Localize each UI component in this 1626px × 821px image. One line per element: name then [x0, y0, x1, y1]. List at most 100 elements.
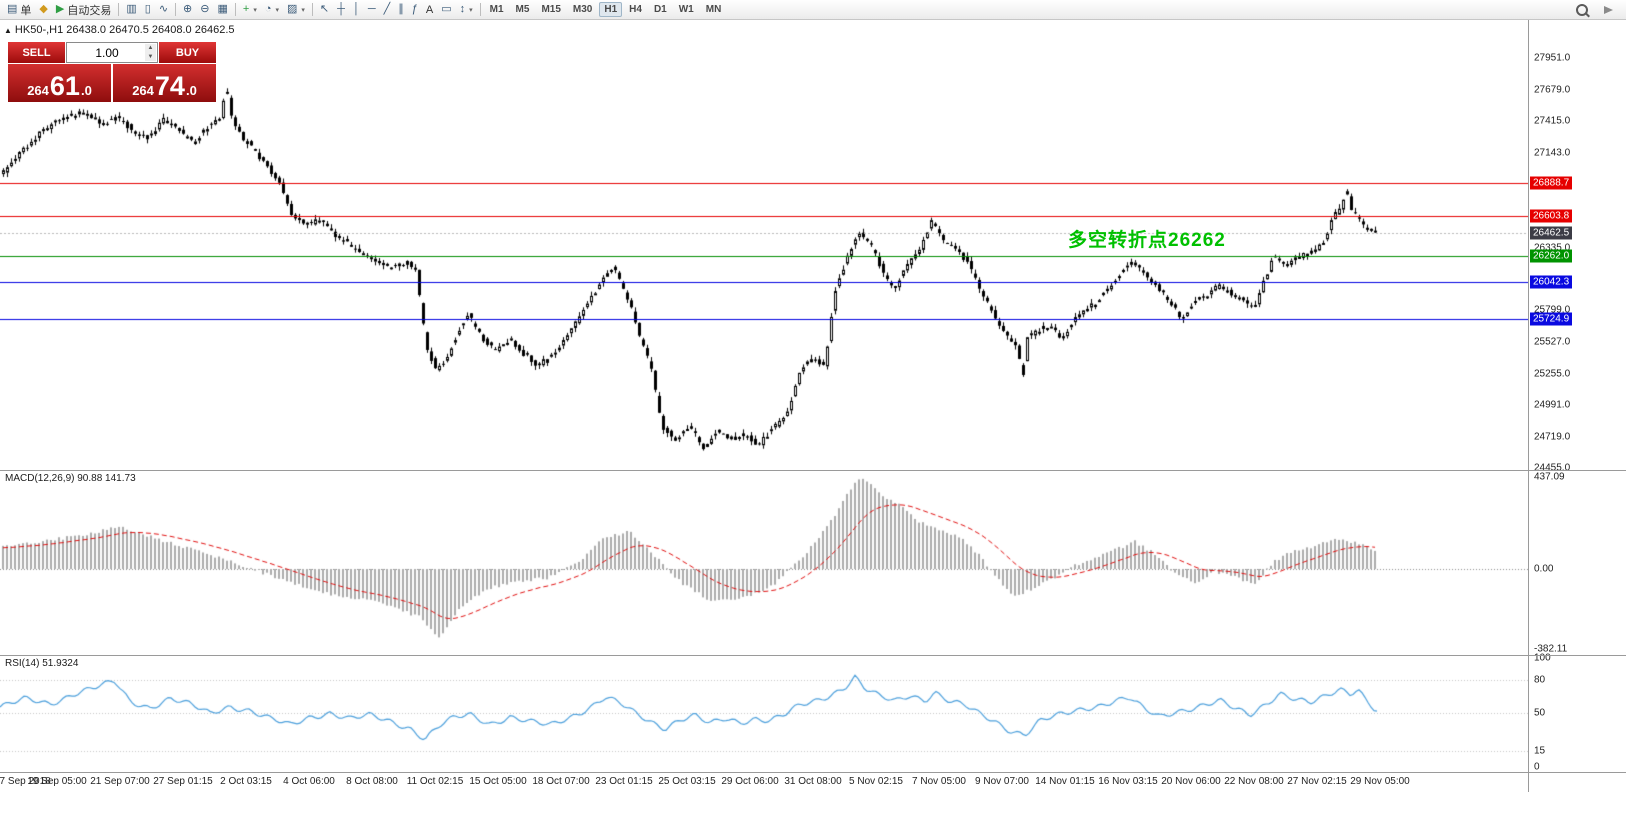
diamond-icon: ◆	[39, 3, 48, 15]
cursor-button[interactable]: ↖	[316, 0, 333, 19]
arrows-icon: ↕	[459, 3, 466, 15]
price-digits: 61	[49, 71, 80, 101]
new-order-button-label: 单	[20, 4, 32, 17]
time-axis-label: 29 Nov 05:00	[1350, 776, 1410, 787]
time-axis-label: 8 Oct 08:00	[346, 776, 398, 787]
symbol-marker-icon: ▲	[4, 26, 12, 35]
bars-icon: ▥	[126, 3, 137, 15]
lot-size-input[interactable]	[67, 43, 157, 62]
price-axis-tick: 25799.0	[1534, 304, 1571, 316]
timeframe-d1-button[interactable]: D1	[653, 4, 667, 15]
price-axis-tick: 27415.0	[1534, 115, 1571, 127]
one-click-price-row: 264 61.0 264 74.0	[8, 64, 216, 102]
mt-logo-button[interactable]: ◆	[35, 0, 51, 19]
spinner-up-icon[interactable]: ▲	[147, 45, 154, 51]
timeframe-mn-button[interactable]: MN	[705, 4, 722, 15]
search-button[interactable]	[1572, 0, 1592, 19]
time-axis-label: 20 Nov 06:00	[1161, 776, 1221, 787]
rsi-panel-splitter[interactable]	[0, 655, 1626, 656]
time-axis-label: 17 Sep 2018	[0, 776, 51, 787]
pivot-flag: 26262.0	[1530, 249, 1573, 263]
line-chart-button[interactable]: ∿	[155, 0, 172, 19]
timeframe-m1-button[interactable]: M1	[489, 4, 504, 15]
sell-button[interactable]: SELL	[8, 42, 65, 63]
timeframe-h1-button[interactable]: H1	[599, 2, 623, 17]
candlestick-chart-button[interactable]: ▯	[141, 0, 155, 19]
rsi-axis-tick: 80	[1534, 674, 1546, 686]
macd-axis-tick: -382.11	[1534, 643, 1568, 655]
trendline-button[interactable]: ╱	[380, 0, 395, 19]
candles-icon: ▯	[144, 3, 151, 15]
template-icon: ▨	[287, 3, 298, 15]
time-axis-label: 27 Sep 01:15	[153, 776, 213, 787]
sell-price-button[interactable]: 264 61.0	[8, 64, 111, 102]
equidistant-channel-button[interactable]: ∥	[394, 0, 408, 19]
buy-price-button[interactable]: 264 74.0	[113, 64, 216, 102]
magnifier-icon	[1576, 3, 1588, 16]
price-axis-tick: 25527.0	[1534, 336, 1571, 348]
spinner-down-icon[interactable]: ▼	[147, 54, 154, 60]
templates-button[interactable]: ▨ ▾	[283, 0, 309, 19]
macd-panel-splitter[interactable]	[0, 470, 1626, 471]
fibo-icon: ƒ	[411, 3, 418, 15]
rsi-chart-canvas[interactable]	[0, 655, 1528, 772]
indicators-button[interactable]: + ▾	[239, 0, 261, 19]
timeframe-w1-button[interactable]: W1	[678, 4, 694, 15]
timeframe-h4-button[interactable]: H4	[629, 4, 642, 15]
line-icon: ∿	[158, 3, 169, 15]
price-digits: .0	[80, 83, 92, 98]
time-axis-label: 22 Nov 08:00	[1224, 776, 1284, 787]
zoom-out-icon: ⊖	[200, 3, 210, 15]
time-axis-label: 11 Oct 02:15	[406, 776, 464, 787]
zoom-in-button[interactable]: ⊕	[179, 0, 196, 19]
timeframe-m15-button[interactable]: M15	[541, 4, 561, 15]
community-button[interactable]	[1600, 0, 1617, 19]
lot-spinner[interactable]: ▲ ▼	[145, 44, 156, 61]
time-axis-label: 21 Sep 07:00	[90, 776, 150, 787]
price-axis-tick: 24991.0	[1534, 399, 1571, 411]
autotrading-button[interactable]: ▶ 自动交易	[52, 0, 115, 19]
profiles-button[interactable]: ◔ ▾	[261, 0, 283, 19]
chart-symbol-ohlc-label: ▲ HK50-,H1 26438.0 26470.5 26408.0 26462.…	[4, 24, 235, 36]
arrows-button[interactable]: ↕ ▾	[456, 0, 477, 19]
toolbar-separator	[234, 3, 236, 16]
rsi-axis-tick: 100	[1534, 652, 1551, 664]
lot-size-field[interactable]: ▲▼	[66, 42, 158, 63]
fibonacci-button[interactable]: ƒ	[408, 0, 422, 19]
crosshair-button[interactable]: ┼	[333, 0, 349, 19]
toolbar-right	[1572, 0, 1623, 19]
new-order-button[interactable]: ▤ 单	[3, 0, 35, 19]
timeframe-m30-button[interactable]: M30	[572, 4, 593, 15]
text-button-label: A	[425, 3, 434, 16]
resistance-1-flag: 26888.7	[1530, 176, 1573, 190]
channel-icon: ∥	[398, 3, 404, 15]
text-button[interactable]: A	[422, 0, 437, 19]
vline-icon: │	[352, 3, 360, 15]
support-2-flag: 25724.9	[1530, 312, 1573, 326]
price-axis-tick: 27143.0	[1534, 147, 1571, 159]
tile-windows-button[interactable]: ▦	[213, 0, 231, 19]
vertical-line-button[interactable]: │	[349, 0, 364, 19]
toolbar: ▤ 单 ◆ ▶ 自动交易 ▥ ▯ ∿ ⊕ ⊖ ▦ + ▾ ◔ ▾ ▨ ▾ ↖ ┼ │ ─ ╱ ∥ ƒ A ▭ ↕ ▾ M1 M5 M15 M3…	[0, 0, 1626, 20]
price-chart-canvas[interactable]	[0, 20, 1528, 470]
zoom-out-button[interactable]: ⊖	[196, 0, 213, 19]
price-axis-border	[1528, 20, 1529, 792]
rsi-axis-tick: 15	[1534, 745, 1546, 757]
price-axis-tick: 25255.0	[1534, 368, 1571, 380]
horizontal-line-button[interactable]: ─	[364, 0, 380, 19]
time-axis-border	[0, 772, 1626, 773]
price-axis-tick: 24719.0	[1534, 431, 1571, 443]
label-icon: ▭	[441, 3, 452, 15]
one-click-top-row: SELL ▲▼ BUY	[8, 42, 216, 63]
price-digits: 74	[154, 71, 185, 101]
toolbar-separator	[311, 3, 313, 16]
toolbar-separator	[118, 3, 120, 16]
rsi-label: RSI(14) 51.9324	[5, 658, 79, 669]
buy-button[interactable]: BUY	[159, 42, 216, 63]
text-label-button[interactable]: ▭	[437, 0, 455, 19]
bar-chart-button[interactable]: ▥	[122, 0, 140, 19]
time-axis-label: 4 Oct 06:00	[283, 776, 335, 787]
macd-chart-canvas[interactable]	[0, 470, 1528, 655]
price-axis-tick: 27951.0	[1534, 52, 1571, 64]
timeframe-m5-button[interactable]: M5	[515, 4, 530, 15]
